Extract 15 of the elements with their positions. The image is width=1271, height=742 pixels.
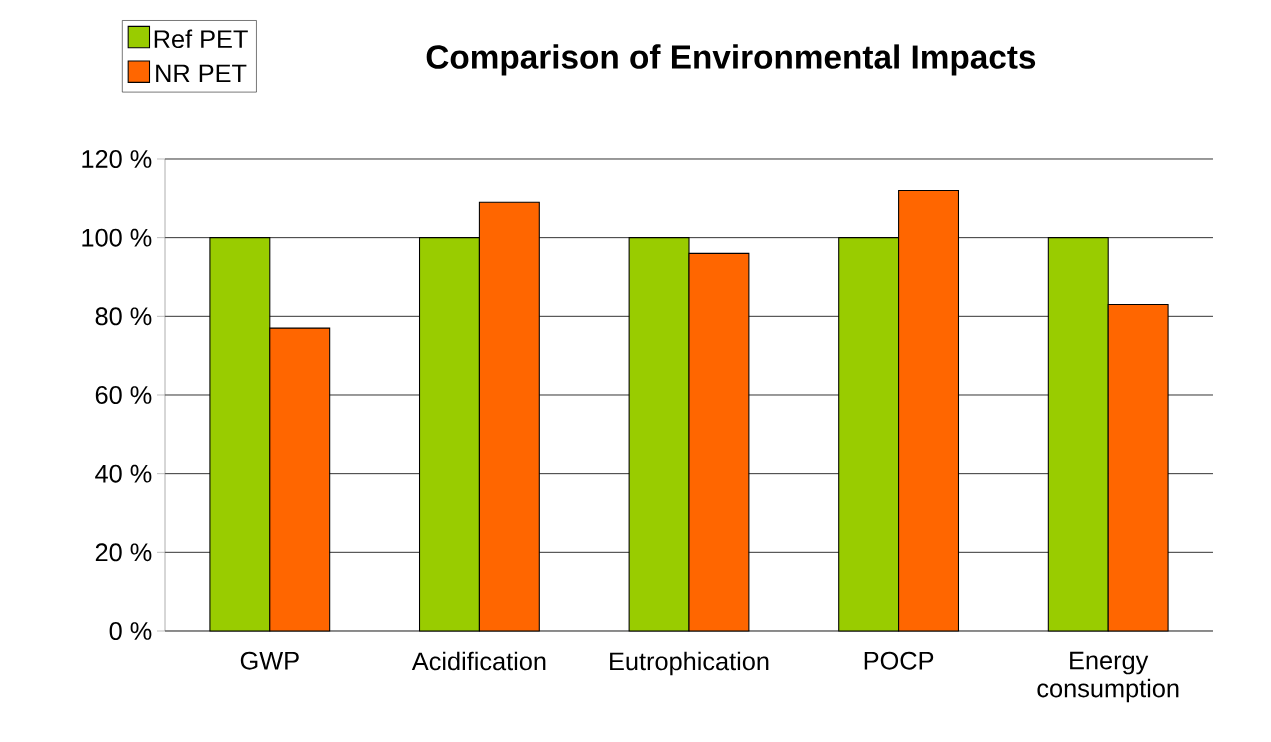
x-tick-label: POCP — [864, 651, 934, 670]
y-tick-label: 40 % — [95, 464, 152, 483]
x-tick-label: GWP — [240, 651, 299, 670]
x-tick-label: Eutrophication — [610, 651, 769, 676]
y-tick-label: 100 % — [82, 228, 152, 247]
chart-title: Comparison of Environmental Impacts — [426, 44, 1036, 76]
y-tick-label: 0 % — [109, 622, 152, 640]
y-tick-label: 60 % — [95, 386, 152, 404]
y-tick-label: 80 % — [95, 307, 152, 326]
legend-label: Ref PET — [154, 29, 248, 49]
x-tick-label: Energy consumption — [1037, 651, 1179, 703]
y-tick-label: 20 % — [95, 543, 152, 562]
legend-label: NR PET — [156, 64, 247, 83]
x-tick-label: Acidification — [411, 651, 546, 671]
y-tick-label: 120 % — [82, 150, 152, 168]
